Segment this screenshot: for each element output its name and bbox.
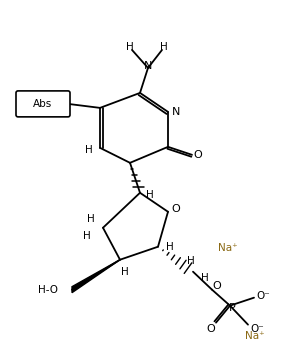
Text: O⁻: O⁻	[250, 324, 264, 334]
Text: N: N	[172, 107, 180, 117]
FancyBboxPatch shape	[16, 91, 70, 117]
Text: H: H	[187, 256, 195, 266]
Text: H: H	[85, 145, 93, 155]
Text: N: N	[144, 61, 152, 71]
Text: Na⁺: Na⁺	[218, 243, 238, 253]
Text: H-O: H-O	[38, 285, 58, 295]
Polygon shape	[72, 260, 120, 293]
Text: O: O	[207, 324, 215, 334]
Text: H: H	[87, 214, 95, 224]
Text: H: H	[146, 190, 154, 200]
Text: Abs: Abs	[33, 99, 53, 109]
Text: H: H	[166, 242, 174, 252]
Text: H: H	[160, 42, 168, 52]
Text: P: P	[229, 303, 235, 313]
Text: O: O	[213, 281, 221, 291]
Text: H: H	[83, 231, 91, 241]
Text: H: H	[121, 267, 129, 277]
Text: O: O	[172, 204, 180, 214]
Text: H: H	[201, 273, 209, 283]
Text: O⁻: O⁻	[256, 291, 270, 301]
Text: H: H	[126, 42, 134, 52]
Text: Na⁺: Na⁺	[245, 331, 265, 341]
Text: O: O	[194, 150, 202, 160]
